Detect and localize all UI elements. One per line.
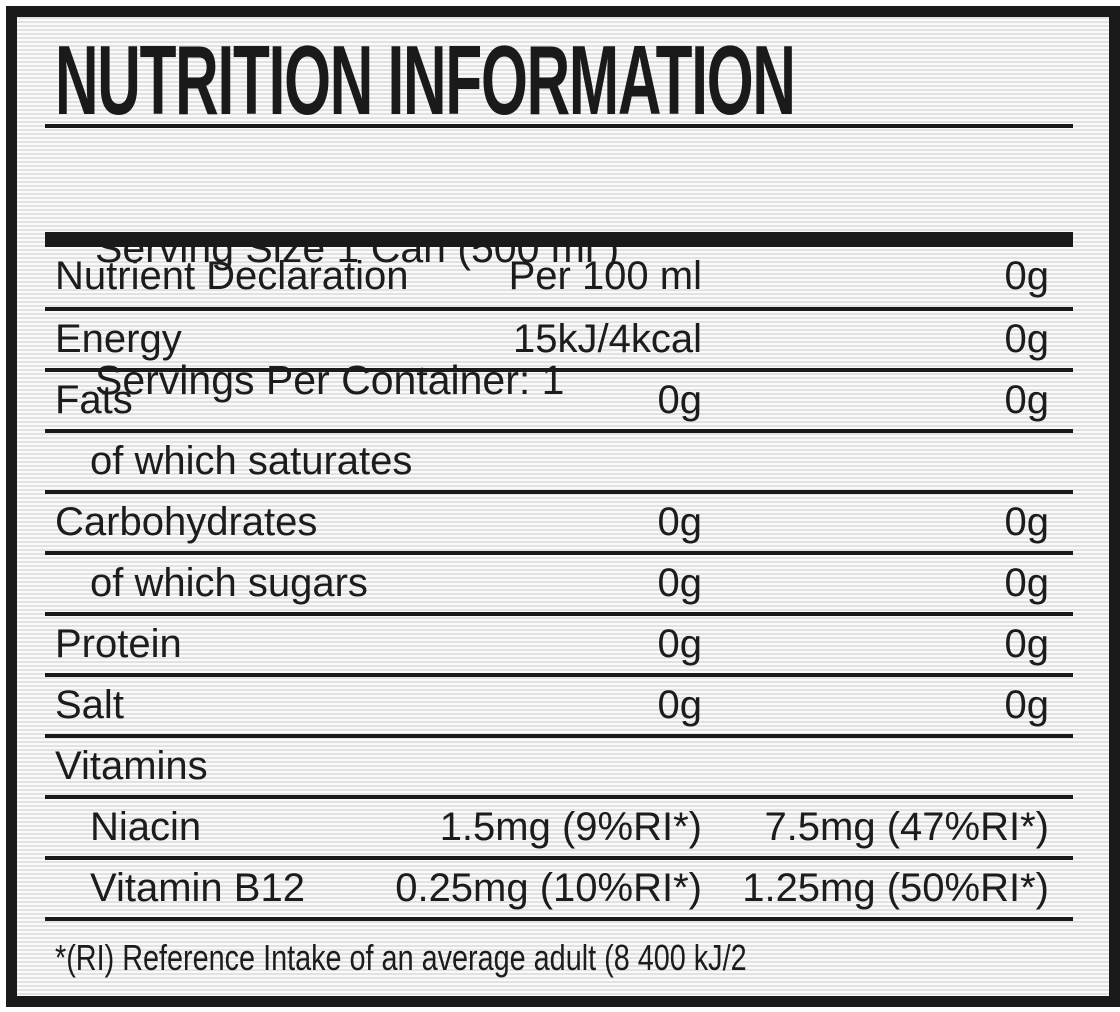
- row-per-serving-value: 7.5mg (47%RI*): [764, 805, 1049, 849]
- nutrition-label: NUTRITION INFORMATION Serving Size 1 Can…: [6, 6, 1120, 1007]
- row-per-serving-value: 0g: [1004, 561, 1050, 605]
- reference-intake-footnote: *(RI) Reference Intake of an average adu…: [55, 937, 747, 978]
- table-row: Carbohydrates 0g 0g: [45, 490, 1073, 551]
- row-nutrient-name: Protein: [55, 622, 182, 666]
- nutrient-rows: Energy 15kJ/4kcal 0g Fats 0g 0g of which satur…: [45, 307, 1073, 917]
- footnote-section: *(RI) Reference Intake of an average adu…: [45, 917, 1073, 996]
- column-header-per-serving: 0g: [1004, 253, 1050, 298]
- nutrient-table: Nutrient Declaration Per 100 ml 0g Energ…: [45, 245, 1073, 917]
- column-header-nutrient-declaration: Nutrient Declaration: [55, 253, 409, 298]
- row-per-serving-value: 0g: [1004, 317, 1050, 361]
- row-per-100ml-value: 0g: [657, 622, 703, 666]
- table-row: Fats 0g 0g: [45, 368, 1073, 429]
- row-nutrient-name: Vitamin B12: [90, 866, 305, 910]
- table-row: Energy 15kJ/4kcal 0g: [45, 307, 1073, 368]
- row-per-serving-value: 0g: [1004, 378, 1050, 422]
- row-per-100ml-value: 0g: [657, 378, 703, 422]
- row-per-100ml-value: 0g: [657, 683, 703, 727]
- row-per-100ml-value: 0g: [657, 561, 703, 605]
- row-nutrient-name: Fats: [55, 378, 133, 422]
- row-nutrient-name: of which saturates: [90, 439, 413, 483]
- label-title: NUTRITION INFORMATION: [55, 30, 1109, 130]
- servings-per-container-text: Servings Per Container: 1: [95, 357, 565, 403]
- row-per-100ml-value: 0.25mg (10%RI*): [395, 866, 702, 910]
- row-nutrient-name: Niacin: [90, 805, 202, 849]
- table-row: Vitamin B12 0.25mg (10%RI*) 1.25mg (50%RI*…: [45, 856, 1073, 917]
- table-row: Salt 0g 0g: [45, 673, 1073, 734]
- table-header-row: Nutrient Declaration Per 100 ml 0g: [45, 245, 1073, 307]
- table-row: of which sugars 0g 0g: [45, 551, 1073, 612]
- row-per-serving-value: 0g: [1004, 683, 1050, 727]
- table-row: Vitamins: [45, 734, 1073, 795]
- row-per-100ml-value: 0g: [657, 500, 703, 544]
- label-title-text: NUTRITION INFORMATION: [55, 25, 796, 135]
- row-nutrient-name: Carbohydrates: [55, 500, 318, 544]
- row-nutrient-name: Energy: [55, 317, 182, 361]
- row-nutrient-name: Salt: [55, 683, 124, 727]
- column-header-per-100ml: Per 100 ml: [508, 253, 702, 298]
- row-nutrient-name: Vitamins: [55, 744, 208, 788]
- row-per-serving-value: 1.25mg (50%RI*): [742, 866, 1049, 910]
- row-per-serving-value: 0g: [1004, 500, 1050, 544]
- row-per-serving-value: 0g: [1004, 622, 1050, 666]
- title-divider-rule: [45, 124, 1073, 128]
- row-per-100ml-value: 15kJ/4kcal: [513, 317, 702, 361]
- header-separator-bar: [45, 232, 1073, 247]
- table-row: of which saturates: [45, 429, 1073, 490]
- table-row: Protein 0g 0g: [45, 612, 1073, 673]
- row-per-100ml-value: 1.5mg (9%RI*): [439, 805, 702, 849]
- row-nutrient-name: of which sugars: [90, 561, 368, 605]
- label-inner: NUTRITION INFORMATION Serving Size 1 Can…: [17, 17, 1109, 996]
- table-row: Niacin 1.5mg (9%RI*) 7.5mg (47%RI*): [45, 795, 1073, 856]
